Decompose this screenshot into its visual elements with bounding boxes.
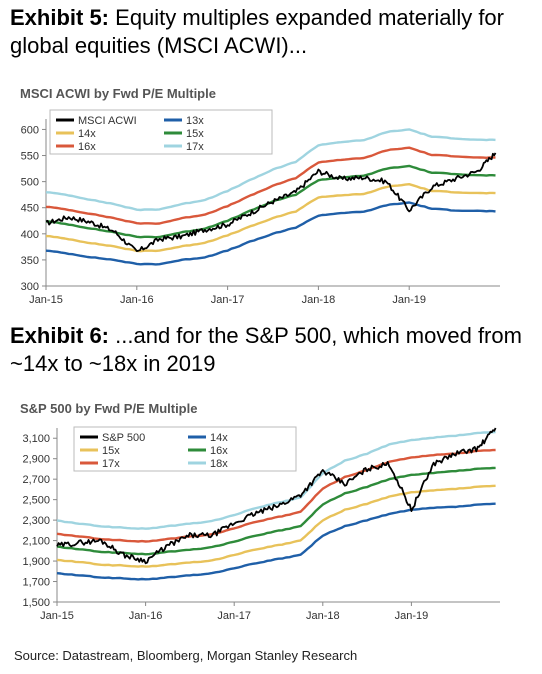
x-tick-label: Jan-15 [40, 610, 74, 622]
exhibit-5-title: Exhibit 5: Equity multiples expanded mat… [10, 4, 535, 60]
exhibit-6-label: Exhibit 6: [10, 323, 110, 348]
legend-box [49, 109, 273, 155]
legend-label-15x: 15x [186, 128, 204, 140]
x-tick-label: Jan-17 [217, 610, 251, 622]
legend-label-s-p-500: S&P 500 [102, 432, 145, 444]
chart-1-title: MSCI ACWI by Fwd P/E Multiple [20, 86, 216, 101]
series-line-18x [56, 430, 496, 530]
y-tick-label: 2,900 [22, 454, 50, 466]
exhibit-5-label: Exhibit 5: [10, 5, 110, 30]
y-tick-label: 400 [21, 229, 39, 241]
legend-label-17x: 17x [186, 141, 204, 153]
legend-label-18x: 18x [210, 458, 228, 470]
y-tick-label: 500 [21, 177, 39, 189]
y-tick-label: 600 [21, 124, 39, 136]
x-tick-label: Jan-19 [395, 610, 429, 622]
exhibit-6-title: Exhibit 6: ...and for the S&P 500, which… [10, 322, 535, 378]
series-line-msci-acwi [45, 152, 497, 252]
y-tick-label: 1,900 [22, 556, 50, 568]
legend-label-15x: 15x [102, 445, 120, 457]
y-tick-label: 300 [21, 281, 39, 293]
y-tick-label: 3,100 [22, 433, 50, 445]
series-line-s-p-500 [56, 427, 497, 565]
x-tick-label: Jan-18 [302, 294, 336, 306]
chart-2-title: S&P 500 by Fwd P/E Multiple [20, 401, 198, 416]
series-line-15x [56, 484, 496, 568]
y-tick-label: 2,500 [22, 495, 50, 507]
x-tick-label: Jan-19 [392, 294, 426, 306]
x-tick-label: Jan-17 [211, 294, 245, 306]
legend-label-msci-acwi: MSCI ACWI [78, 115, 137, 127]
x-tick-label: Jan-16 [129, 610, 163, 622]
msci-acwi-chart: 300 350 400 450 500 550 600 Jan-15 Jan-16 Jan-17 J… [21, 109, 500, 306]
legend-label-16x: 16x [210, 445, 228, 457]
series-line-14x [45, 183, 496, 253]
series-line-14x [56, 502, 496, 581]
source-note: Source: Datastream, Bloomberg, Morgan St… [14, 648, 358, 663]
exhibit-6-text: ...and for the S&P 500, which moved from… [10, 323, 522, 376]
y-tick-label: 350 [21, 255, 39, 267]
y-tick-label: 1,700 [22, 577, 50, 589]
series-line-16x [45, 146, 496, 225]
y-tick-label: 1,500 [22, 597, 50, 609]
y-tick-label: 2,300 [22, 515, 50, 527]
x-tick-label: Jan-18 [306, 610, 340, 622]
y-tick-label: 2,100 [22, 536, 50, 548]
series-line-13x [45, 201, 496, 266]
legend-label-14x: 14x [78, 128, 96, 140]
series-line-17x [56, 448, 496, 543]
x-tick-label: Jan-16 [120, 294, 154, 306]
x-tick-label: Jan-15 [29, 294, 63, 306]
legend-label-14x: 14x [210, 432, 228, 444]
legend-label-17x: 17x [102, 458, 120, 470]
y-tick-label: 2,700 [22, 474, 50, 486]
series-line-17x [45, 128, 496, 212]
series-line-16x [56, 466, 496, 556]
y-tick-label: 450 [21, 203, 39, 215]
legend-label-13x: 13x [186, 115, 204, 127]
exhibit-5-text: Equity multiples expanded materially for… [10, 5, 504, 58]
y-tick-label: 550 [21, 151, 39, 163]
legend-box [73, 426, 297, 472]
legend-label-16x: 16x [78, 141, 96, 153]
